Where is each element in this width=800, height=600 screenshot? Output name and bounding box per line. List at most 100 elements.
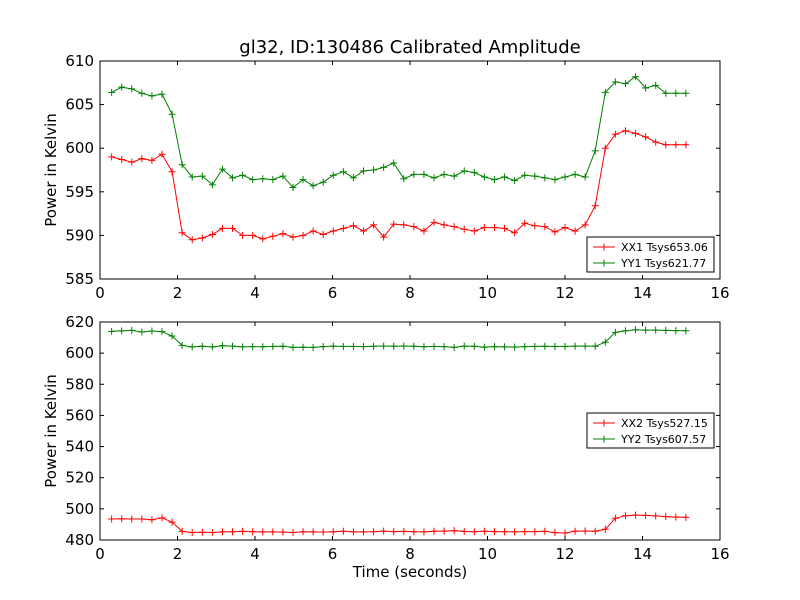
y-tick-label: 600 xyxy=(65,344,94,362)
data-point xyxy=(571,342,579,350)
data-point xyxy=(420,227,428,235)
data-point xyxy=(128,158,136,166)
data-point xyxy=(138,328,146,336)
data-point xyxy=(380,342,388,350)
y-axis-label: Power in Kelvin xyxy=(42,374,60,488)
data-point xyxy=(118,83,126,91)
data-point xyxy=(501,224,509,232)
data-point xyxy=(470,528,478,536)
data-point xyxy=(511,343,519,351)
data-point xyxy=(581,173,589,181)
data-point xyxy=(148,156,156,164)
data-point xyxy=(158,150,166,158)
data-point xyxy=(591,147,599,155)
data-point xyxy=(480,527,488,535)
data-point xyxy=(571,170,579,178)
data-point xyxy=(370,342,378,350)
data-point xyxy=(138,89,146,97)
data-point xyxy=(178,161,186,169)
data-point xyxy=(168,332,176,340)
data-point xyxy=(319,231,327,239)
x-tick-label: 16 xyxy=(710,545,729,563)
data-point xyxy=(198,234,206,242)
data-point xyxy=(480,173,488,181)
data-point xyxy=(521,528,529,536)
data-point xyxy=(289,183,297,191)
data-point xyxy=(309,343,317,351)
data-point xyxy=(269,528,277,536)
data-point xyxy=(601,525,609,533)
data-point xyxy=(188,529,196,537)
data-point xyxy=(551,529,559,537)
data-point xyxy=(239,171,247,179)
data-point xyxy=(470,227,478,235)
data-point xyxy=(541,342,549,350)
data-point xyxy=(642,511,650,519)
y-tick-label: 540 xyxy=(65,438,94,456)
series-line xyxy=(111,514,686,534)
data-point xyxy=(440,527,448,535)
data-point xyxy=(319,343,327,351)
data-point xyxy=(652,512,660,520)
data-point xyxy=(299,528,307,536)
data-point xyxy=(249,231,257,239)
data-point xyxy=(662,326,670,334)
data-point xyxy=(490,343,498,351)
x-tick-label: 6 xyxy=(328,545,338,563)
data-point xyxy=(521,219,529,227)
data-point xyxy=(601,88,609,96)
data-point xyxy=(128,515,136,523)
data-point xyxy=(108,515,116,523)
data-point xyxy=(470,169,478,177)
data-point xyxy=(289,233,297,241)
data-point xyxy=(662,89,670,97)
data-point xyxy=(198,528,206,536)
legend-label: YY1 Tsys621.77 xyxy=(620,257,706,270)
data-point xyxy=(370,166,378,174)
data-point xyxy=(652,138,660,146)
data-point xyxy=(480,224,488,232)
data-point xyxy=(460,225,468,233)
data-point xyxy=(621,512,629,520)
legend-marker xyxy=(600,419,608,427)
y-tick-label: 520 xyxy=(65,469,94,487)
data-point xyxy=(239,343,247,351)
data-point xyxy=(178,229,186,237)
data-point xyxy=(611,514,619,522)
data-point xyxy=(501,173,509,181)
legend: XX2 Tsys527.15 YY2 Tsys607.57 xyxy=(586,412,715,449)
legend: XX1 Tsys653.06 YY1 Tsys621.77 xyxy=(586,236,715,273)
data-point xyxy=(430,342,438,350)
bottom-panel: 0 2 4 6 8 10 12 14 16 480 500 520 540 560 580 600 620 Pow… xyxy=(42,313,730,581)
data-point xyxy=(148,327,156,335)
data-point xyxy=(601,338,609,346)
top-panel: 0 2 4 6 8 10 12 14 16 585 590 595 600 605 610 Power in … xyxy=(42,52,730,302)
x-tick-label: 12 xyxy=(555,284,574,302)
data-point xyxy=(682,89,690,97)
data-point xyxy=(289,343,297,351)
data-point xyxy=(561,529,569,537)
data-point xyxy=(229,528,237,536)
y-tick-label: 580 xyxy=(65,375,94,393)
data-point xyxy=(672,89,680,97)
data-point xyxy=(138,155,146,163)
data-point xyxy=(511,229,519,237)
series-2 xyxy=(108,326,690,351)
data-point xyxy=(501,528,509,536)
data-point xyxy=(229,342,237,350)
data-point xyxy=(390,342,398,350)
data-point xyxy=(329,342,337,350)
data-point xyxy=(541,223,549,231)
data-point xyxy=(370,528,378,536)
data-point xyxy=(309,182,317,190)
data-point xyxy=(360,343,367,351)
x-tick-label: 4 xyxy=(250,545,260,563)
data-point xyxy=(672,141,680,149)
legend-box xyxy=(586,412,715,449)
data-point xyxy=(440,343,448,351)
data-point xyxy=(259,343,267,351)
data-point xyxy=(229,224,237,232)
x-tick-label: 2 xyxy=(173,284,183,302)
data-point xyxy=(662,513,670,521)
data-point xyxy=(410,170,418,178)
